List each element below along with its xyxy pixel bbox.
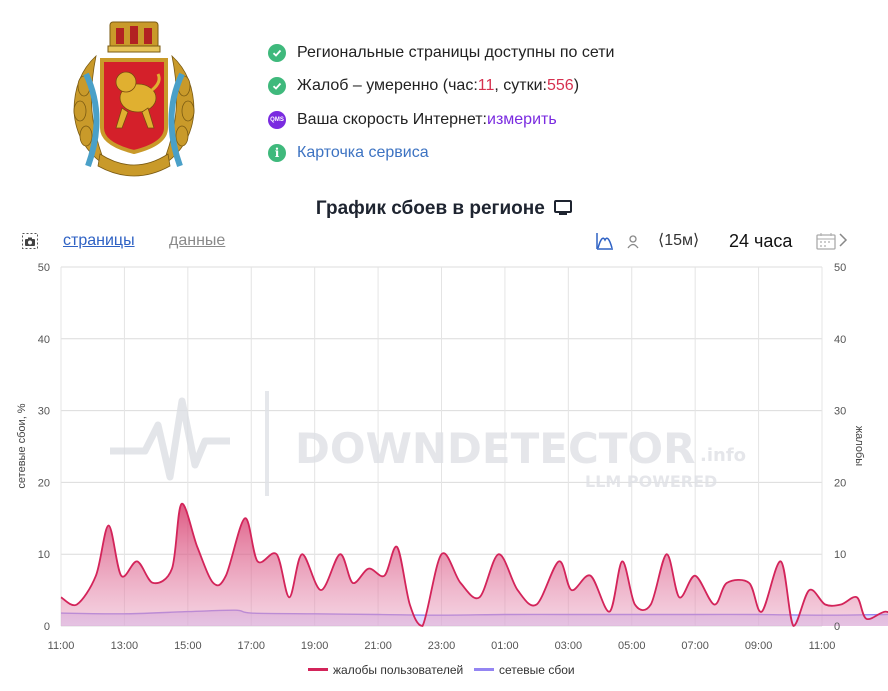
watermark: DOWNDETECTOR .info LLM POWERED xyxy=(110,391,746,496)
status-complaints: Жалоб – умеренно (час: 11, сутки: 556) xyxy=(268,70,614,104)
status-complaints-prefix: Жалоб – умеренно (час: xyxy=(297,77,478,95)
measure-speed-link[interactable]: измерить xyxy=(487,110,557,128)
y-tick-right: 10 xyxy=(834,549,846,561)
legend-swatch-complaints[interactable] xyxy=(308,668,328,671)
x-tick-label: 09:00 xyxy=(745,640,773,652)
service-card-link[interactable]: Карточка сервиса xyxy=(297,144,429,162)
complaints-hour-count: 11 xyxy=(477,77,495,95)
status-service-card: i Карточка сервиса xyxy=(268,137,614,171)
status-speed: QMS Ваша скорость Интернет: измерить xyxy=(268,103,614,137)
area-toggle-icon[interactable] xyxy=(596,232,614,258)
y-tick-right: 40 xyxy=(834,334,846,346)
x-tick-label: 23:00 xyxy=(428,640,456,652)
x-tick-label: 01:00 xyxy=(491,640,519,652)
y-axis-left-label: сетевые сбои, % xyxy=(16,403,28,488)
status-speed-prefix: Ваша скорость Интернет: xyxy=(297,110,487,128)
calendar-icon[interactable] xyxy=(816,232,836,258)
x-tick-label: 11:00 xyxy=(809,640,836,652)
y-tick-right: 30 xyxy=(834,406,846,418)
watermark-sub: LLM POWERED xyxy=(585,472,717,491)
x-tick-label: 21:00 xyxy=(364,640,392,652)
range-label: 24 часа xyxy=(729,231,793,251)
y-tick-right: 0 xyxy=(834,621,840,633)
legend-label-complaints[interactable]: жалобы пользователей xyxy=(333,663,463,677)
chart-toolbar: страницы данные ⟨15м⟩ 24 часа xyxy=(0,229,888,253)
x-tick-label: 07:00 xyxy=(681,640,709,652)
chart-title: График сбоев в регионе xyxy=(0,198,888,222)
user-icon[interactable] xyxy=(627,233,639,257)
pulse-watermark-icon xyxy=(110,397,230,481)
watermark-suffix: .info xyxy=(700,445,746,466)
status-list: Региональные страницы доступны по сети Ж… xyxy=(268,36,614,170)
y-axis-right-label: жалобы xyxy=(853,426,865,466)
tab-pages[interactable]: страницы xyxy=(63,232,135,249)
y-tick-left: 30 xyxy=(38,406,50,418)
check-circle-icon xyxy=(268,43,286,62)
qms-icon: QMS xyxy=(268,110,286,129)
watermark-main: DOWNDETECTOR xyxy=(295,424,695,473)
y-tick-left: 0 xyxy=(44,621,50,633)
status-pages-text: Региональные страницы доступны по сети xyxy=(297,43,615,61)
monitor-icon xyxy=(554,200,573,222)
x-tick-label: 03:00 xyxy=(555,640,583,652)
y-tick-right: 50 xyxy=(834,262,846,274)
chart-legend: жалобы пользователей сетевые сбои xyxy=(308,663,575,677)
legend-swatch-outages[interactable] xyxy=(474,668,494,671)
series-area-complaints xyxy=(61,503,888,626)
x-tick-label: 05:00 xyxy=(618,640,646,652)
screenshot-icon[interactable] xyxy=(22,233,38,257)
x-tick-label: 15:00 xyxy=(174,640,202,652)
x-tick-label: 13:00 xyxy=(111,640,139,652)
x-tick-label: 17:00 xyxy=(237,640,265,652)
region-emblem xyxy=(66,16,202,182)
tab-data[interactable]: данные xyxy=(169,232,226,249)
watermark-divider xyxy=(265,391,269,496)
status-pages-available: Региональные страницы доступны по сети xyxy=(268,36,614,70)
y-tick-right: 20 xyxy=(834,477,846,489)
y-tick-left: 40 xyxy=(38,334,50,346)
x-tick-label: 19:00 xyxy=(301,640,329,652)
info-icon: i xyxy=(268,144,286,163)
y-tick-left: 20 xyxy=(38,477,50,489)
complaints-day-count: 556 xyxy=(546,77,574,95)
outage-chart: DOWNDETECTOR .info LLM POWERED 0 0 10 10 20 2… xyxy=(16,262,888,677)
status-complaints-mid: , сутки: xyxy=(494,77,547,95)
y-tick-left: 50 xyxy=(38,262,50,274)
x-tick-label: 11:00 xyxy=(48,640,75,652)
status-complaints-suffix: ) xyxy=(573,77,580,95)
check-circle-icon xyxy=(268,77,286,96)
interval-selector[interactable]: ⟨15м⟩ xyxy=(658,232,700,249)
y-tick-left: 10 xyxy=(38,549,50,561)
chart-title-text: График сбоев в регионе xyxy=(315,198,545,219)
legend-label-outages[interactable]: сетевые сбои xyxy=(499,663,575,677)
series-line-complaints xyxy=(60,502,888,627)
next-range-icon[interactable] xyxy=(838,232,848,256)
